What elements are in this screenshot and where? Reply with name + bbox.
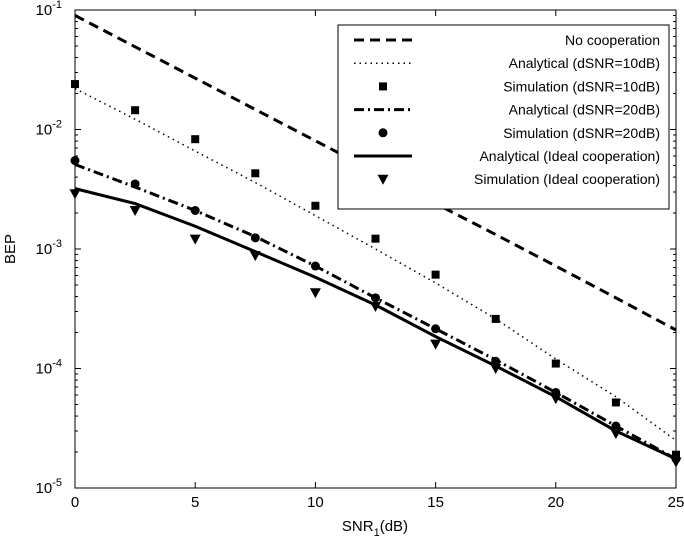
y-tick-label: 10-3 — [36, 238, 62, 258]
legend-item: Analytical (dSNR=20dB) — [354, 102, 660, 118]
y-tick-label: 10-5 — [36, 477, 62, 497]
y-tick-label: 10-2 — [36, 119, 62, 139]
y-tick-exponent: -4 — [52, 358, 62, 370]
y-tick-base: 10 — [36, 241, 53, 258]
data-point — [430, 339, 442, 350]
legend-items: No cooperation Analytical (dSNR=10dB) Simu… — [354, 32, 660, 187]
y-axis-label: BEP — [2, 234, 19, 264]
legend-item: Simulation (dSNR=20dB) — [378, 125, 660, 141]
x-axis-label: SNR1(dB) — [342, 518, 408, 539]
legend-item: Analytical (dSNR=10dB) — [354, 55, 660, 71]
data-point — [371, 293, 380, 303]
x-axis-label-suffix: (dB) — [380, 518, 408, 535]
legend-box — [337, 24, 670, 210]
x-tick-label: 25 — [668, 494, 684, 511]
data-point — [249, 251, 261, 262]
series-layer — [69, 14, 682, 468]
legend-item: Simulation (Ideal cooperation) — [377, 171, 660, 187]
data-point — [189, 234, 201, 245]
legend-label: Analytical (dSNR=20dB) — [509, 102, 660, 118]
data-point — [250, 233, 260, 243]
x-tick-label: 15 — [427, 494, 444, 511]
legend-label: Simulation (dSNR=20dB) — [503, 125, 660, 141]
x-tick-label: 20 — [547, 494, 564, 511]
x-axis-label-sub: 1 — [374, 527, 380, 539]
legend-label: No cooperation — [565, 32, 660, 48]
data-point — [371, 234, 380, 243]
data-point — [370, 302, 381, 313]
x-axis-label-main: SNR — [342, 518, 374, 535]
legend-label: Analytical (dSNR=10dB) — [509, 55, 660, 71]
data-point — [131, 106, 140, 115]
data-point — [310, 261, 320, 271]
y-tick-base: 10 — [36, 480, 53, 497]
legend-label: Analytical (Ideal cooperation) — [479, 148, 660, 164]
y-tick-label: 10-1 — [36, 0, 62, 19]
legend-item: No cooperation — [354, 32, 660, 48]
data-point — [309, 288, 321, 299]
axis-labels: SNR1(dB) BEP — [2, 234, 408, 539]
y-tick-base: 10 — [36, 361, 53, 378]
x-tick-label: 5 — [191, 494, 199, 511]
legend-swatch — [377, 174, 389, 185]
data-point — [190, 205, 200, 215]
y-tick-base: 10 — [36, 122, 53, 139]
data-point — [191, 135, 200, 144]
data-point — [431, 324, 441, 334]
plot-frame — [74, 9, 677, 489]
y-tick-label: 10-4 — [36, 358, 62, 378]
x-tick-label: 0 — [71, 494, 79, 511]
data-point — [550, 394, 562, 405]
data-point — [130, 179, 140, 189]
y-tick-exponent: -2 — [52, 119, 62, 131]
data-point — [490, 364, 502, 374]
legend: No cooperation Analytical (dSNR=10dB) Simu… — [337, 24, 670, 210]
data-point — [311, 201, 320, 210]
legend-label: Simulation (dSNR=10dB) — [503, 78, 660, 94]
data-point — [551, 359, 560, 368]
data-point — [610, 429, 622, 440]
y-tick-base: 10 — [36, 2, 53, 19]
y-tick-exponent: -5 — [52, 477, 62, 489]
legend-swatch — [379, 82, 387, 91]
legend-swatch — [378, 128, 388, 138]
legend-label: Simulation (Ideal cooperation) — [474, 171, 660, 187]
data-point — [611, 398, 620, 407]
data-point — [129, 205, 141, 216]
y-tick-exponent: -1 — [52, 0, 62, 11]
y-tick-exponent: -3 — [52, 238, 62, 250]
x-tick-label: 10 — [307, 494, 324, 511]
legend-item: Analytical (Ideal cooperation) — [354, 148, 660, 164]
data-point — [251, 169, 260, 178]
data-point — [491, 314, 500, 323]
data-point — [431, 270, 440, 279]
legend-item: Simulation (dSNR=10dB) — [379, 78, 660, 94]
